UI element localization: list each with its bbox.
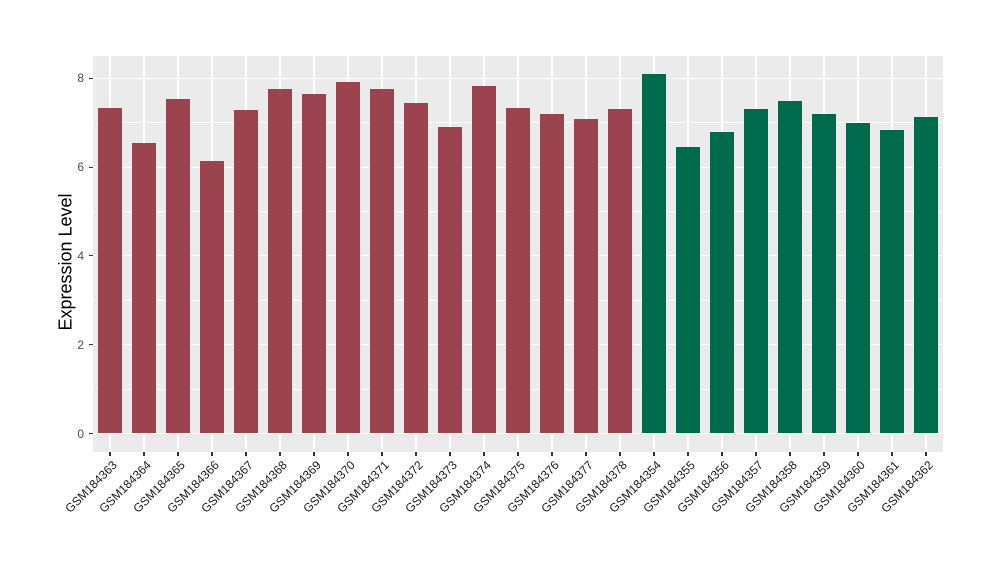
x-axis-tick <box>517 452 519 456</box>
x-axis-tick <box>483 452 485 456</box>
y-tick-label: 4 <box>77 248 84 263</box>
y-axis-tick <box>89 166 93 168</box>
bar <box>132 142 156 434</box>
y-tick-label: 0 <box>77 426 84 441</box>
y-axis-tick <box>89 432 93 435</box>
plot-panel <box>93 56 943 452</box>
x-axis-tick <box>245 452 247 456</box>
y-axis-tick <box>89 344 93 346</box>
bar <box>370 88 394 434</box>
x-axis-tick <box>177 452 179 456</box>
bar <box>744 109 768 434</box>
x-axis-tick <box>619 452 621 456</box>
y-tick-label: 2 <box>77 337 84 352</box>
bar <box>778 100 802 434</box>
bar <box>166 99 190 434</box>
bar <box>302 94 326 434</box>
x-axis-tick <box>313 452 315 456</box>
x-axis-tick <box>143 452 145 456</box>
bar <box>98 108 122 434</box>
x-axis-tick <box>211 452 213 456</box>
bar <box>336 81 360 434</box>
x-axis-tick <box>823 452 825 456</box>
x-axis-tick <box>925 452 927 456</box>
bar <box>540 114 564 434</box>
bar <box>472 86 496 434</box>
bar <box>506 108 530 434</box>
x-axis-tick <box>381 452 383 456</box>
bar <box>268 88 292 434</box>
x-axis-tick <box>449 452 451 456</box>
x-axis-tick <box>891 452 893 456</box>
x-axis-tick <box>551 452 553 456</box>
y-tick-label: 8 <box>77 71 84 86</box>
x-axis-tick <box>755 452 757 456</box>
x-axis-tick <box>687 452 689 456</box>
y-tick-label: 6 <box>77 160 84 175</box>
bar <box>880 129 904 434</box>
x-axis-tick <box>721 452 723 456</box>
bar <box>642 74 666 434</box>
bar <box>846 123 870 434</box>
x-axis-tick <box>857 452 859 456</box>
bar <box>200 161 224 434</box>
x-axis-tick <box>347 452 349 456</box>
bar <box>710 131 734 434</box>
x-axis-tick <box>585 452 587 456</box>
x-axis-tick <box>109 452 111 456</box>
bar <box>574 119 598 434</box>
y-axis-tick <box>89 77 93 79</box>
x-axis-tick <box>789 452 791 456</box>
bar <box>608 109 632 434</box>
x-axis-tick <box>653 452 655 456</box>
bar <box>404 102 428 434</box>
bar <box>438 127 462 434</box>
bar <box>234 109 258 434</box>
x-axis-tick <box>415 452 417 456</box>
bar <box>676 147 700 434</box>
x-axis-tick <box>279 452 281 456</box>
bar <box>914 116 938 434</box>
bar <box>812 113 836 434</box>
y-axis-tick <box>89 255 93 257</box>
